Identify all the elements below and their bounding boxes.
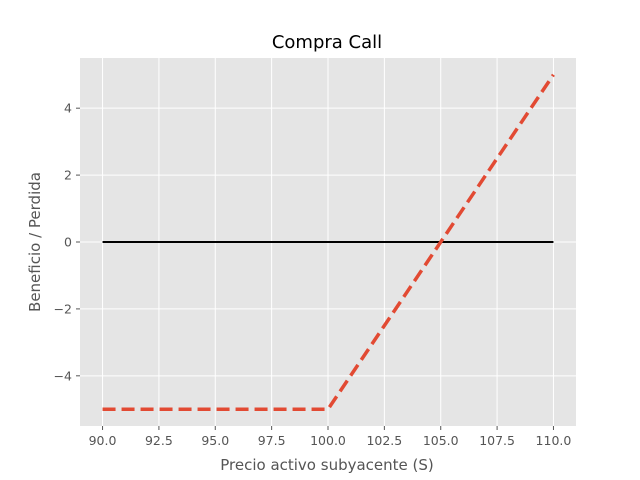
x-tick-label: 102.5 xyxy=(366,433,402,448)
x-tick-label: 92.5 xyxy=(145,433,173,448)
x-axis-label: Precio activo subyacente (S) xyxy=(220,456,434,474)
y-tick-label: −4 xyxy=(54,368,72,383)
chart-title: Compra Call xyxy=(272,32,382,53)
x-tick-label: 90.0 xyxy=(89,433,117,448)
y-tick-label: 2 xyxy=(64,168,72,183)
x-tick-label: 107.5 xyxy=(479,433,515,448)
payoff-line xyxy=(102,73,555,412)
x-tick-label: 110.0 xyxy=(536,433,572,448)
y-axis-ticks: −4 −2 0 2 4 xyxy=(54,101,80,383)
x-axis-ticks: 90.0 92.5 95.0 97.5 100.0 102.5 105.0 107.5 110.… xyxy=(89,426,572,448)
y-axis-label: Beneficio / Perdida xyxy=(26,172,44,312)
y-tick-label: 0 xyxy=(64,235,72,250)
x-tick-label: 105.0 xyxy=(423,433,459,448)
y-tick-label: −2 xyxy=(54,301,72,316)
y-tick-label: 4 xyxy=(64,101,72,116)
x-tick-label: 95.0 xyxy=(201,433,229,448)
x-tick-label: 100.0 xyxy=(310,433,346,448)
series-layer xyxy=(102,73,555,412)
x-tick-label: 97.5 xyxy=(258,433,286,448)
